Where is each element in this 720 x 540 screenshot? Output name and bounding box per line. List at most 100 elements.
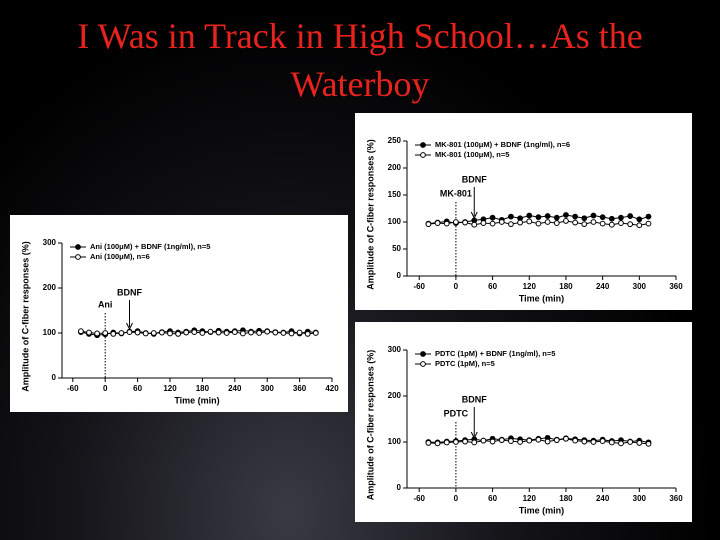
data-point (517, 219, 524, 226)
x-tick-label: 60 (488, 494, 497, 503)
data-point (563, 212, 569, 218)
x-tick-label: 120 (523, 282, 537, 291)
data-point (443, 220, 450, 227)
x-tick-label: 60 (488, 282, 497, 291)
data-point (498, 219, 505, 225)
data-point (636, 222, 643, 229)
y-tick-label: 300 (388, 345, 402, 354)
data-point (526, 212, 533, 219)
x-axis-label: Time (min) (519, 505, 564, 515)
chart-panel (355, 113, 692, 310)
y-tick-label: 0 (397, 271, 402, 280)
x-tick-label: -60 (413, 282, 425, 291)
y-tick-label: 100 (43, 328, 57, 337)
x-axis-label: Time (min) (174, 395, 219, 405)
data-point (134, 329, 141, 336)
data-point (618, 220, 624, 226)
data-point (443, 439, 450, 446)
data-point (498, 437, 505, 444)
data-point (535, 436, 542, 443)
data-point (183, 329, 190, 336)
data-point (480, 220, 487, 226)
data-point (296, 329, 303, 336)
data-point (256, 330, 263, 336)
legend-label: MK-801 (100μM), n=5 (435, 150, 509, 159)
legend-label: Ani (100μM), n=6 (90, 252, 150, 261)
data-point (480, 437, 487, 444)
data-point (118, 330, 125, 336)
data-point (526, 437, 533, 444)
annotation: MK-801 (440, 188, 472, 198)
annotation: BDNF (462, 394, 487, 404)
data-point (434, 440, 441, 447)
data-point (627, 439, 634, 445)
data-point (489, 438, 496, 445)
data-point (264, 328, 271, 335)
data-point (110, 331, 117, 337)
y-tick-label: 200 (388, 391, 402, 400)
y-tick-label: 200 (43, 283, 57, 292)
x-tick-label: 0 (103, 384, 108, 393)
annotation: PDTC (444, 408, 469, 418)
data-point (553, 437, 560, 444)
data-point (167, 330, 173, 337)
y-tick-label: 200 (388, 163, 402, 172)
x-tick-label: 180 (559, 494, 573, 503)
data-point (126, 329, 133, 336)
x-tick-label: 360 (669, 494, 683, 503)
legend-marker (420, 351, 426, 357)
data-point (581, 221, 588, 228)
data-point (462, 219, 468, 226)
data-point (142, 330, 149, 337)
y-tick-label: 100 (388, 437, 402, 446)
x-tick-label: 240 (228, 384, 242, 393)
x-tick-label: 300 (261, 384, 275, 393)
data-point (248, 329, 254, 336)
data-point (544, 219, 551, 225)
data-point (517, 439, 524, 445)
data-point (425, 221, 432, 228)
data-point (272, 329, 279, 336)
y-tick-label: 0 (397, 483, 402, 492)
data-point (304, 331, 311, 337)
data-point (489, 214, 496, 221)
legend-marker (420, 142, 426, 148)
x-tick-label: 120 (523, 494, 537, 503)
data-point (608, 215, 615, 222)
y-axis-label: Amplitude of C-fiber responses (%) (365, 139, 375, 290)
data-point (526, 218, 533, 225)
data-point (471, 221, 478, 228)
data-point (581, 215, 588, 222)
data-point (175, 331, 182, 337)
y-tick-label: 50 (392, 244, 401, 253)
data-point (645, 220, 652, 227)
data-point (608, 221, 615, 228)
data-point (240, 330, 246, 337)
x-tick-label: 240 (596, 282, 610, 291)
x-tick-label: -60 (413, 494, 425, 503)
data-point (280, 330, 287, 336)
annotation: Ani (98, 299, 113, 309)
x-axis-label: Time (min) (519, 293, 564, 303)
data-point (489, 220, 496, 227)
x-tick-label: 360 (293, 384, 307, 393)
data-point (627, 221, 634, 228)
data-point (599, 214, 606, 221)
data-point (434, 220, 441, 226)
data-point (102, 330, 109, 336)
data-point (508, 438, 514, 444)
data-point (572, 437, 579, 444)
x-tick-label: 180 (196, 384, 210, 393)
legend-marker (75, 254, 81, 260)
data-point (223, 330, 230, 336)
y-tick-label: 100 (388, 217, 402, 226)
annotation: BDNF (117, 287, 142, 297)
y-tick-label: 300 (43, 238, 57, 247)
y-axis-label: Amplitude of C-fiber responses (%) (20, 241, 30, 392)
data-point (471, 439, 478, 446)
x-tick-label: 120 (163, 384, 177, 393)
data-point (231, 329, 238, 336)
data-point (636, 216, 643, 223)
data-point (535, 214, 542, 221)
